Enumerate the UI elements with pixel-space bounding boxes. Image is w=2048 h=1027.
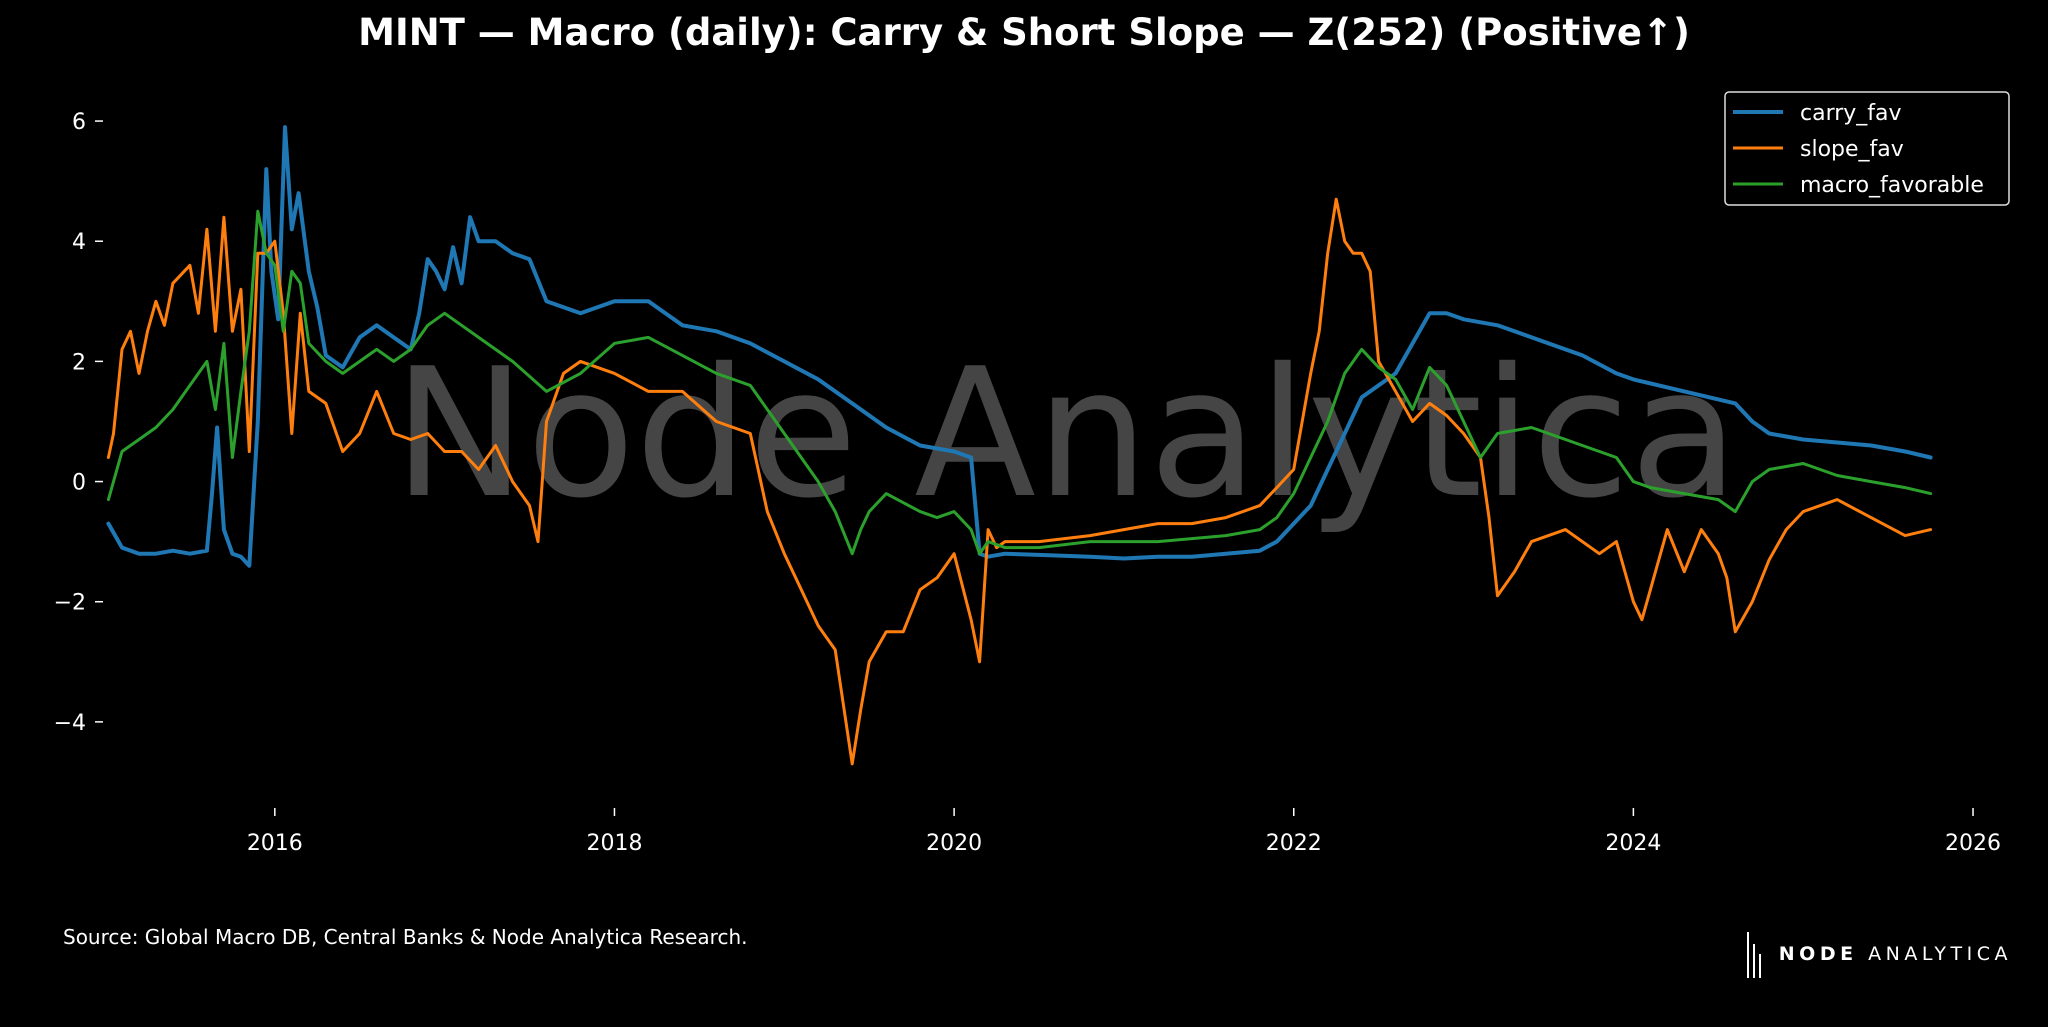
logo-bars-icon	[1746, 930, 1769, 978]
brand-name-light: ANALYTICA	[1868, 943, 2012, 965]
series-line-macro-favorable	[106, 209, 1933, 556]
x-tick-label: 2020	[926, 831, 982, 856]
y-tick-label: 0	[72, 471, 86, 496]
x-tick-label: 2018	[586, 831, 642, 856]
x-tick-label: 2016	[247, 831, 303, 856]
brand-name: NODE ANALYTICA	[1779, 943, 2012, 965]
x-axis: 2016 2018 2020 2022 2024 2026	[247, 808, 2001, 856]
x-tick-label: 2022	[1266, 831, 1322, 856]
y-tick-label: 6	[72, 110, 86, 135]
watermark: Node Analytica	[393, 330, 1739, 537]
legend-label: carry_fav	[1800, 101, 1902, 126]
chart-title: MINT — Macro (daily): Carry & Short Slop…	[358, 11, 1690, 54]
legend-box	[1724, 91, 2010, 206]
x-tick-label: 2026	[1945, 831, 2001, 856]
y-axis: 6 4 2 0 −2 −4	[54, 110, 103, 736]
series-line-slope-fav	[106, 197, 1933, 766]
legend-label: slope_fav	[1800, 137, 1904, 162]
y-tick-label: −2	[54, 591, 86, 616]
x-tick-label: 2024	[1605, 831, 1661, 856]
y-tick-label: 2	[72, 350, 86, 375]
series-line-carry-fav	[106, 125, 1933, 568]
plot-area	[106, 125, 1933, 766]
y-tick-label: −4	[54, 711, 86, 736]
legend: carry_fav slope_fav macro_favorable	[1724, 91, 2010, 206]
source-note: Source: Global Macro DB, Central Banks &…	[63, 925, 748, 949]
brand-name-bold: NODE	[1778, 943, 1858, 965]
legend-label: macro_favorable	[1800, 173, 1984, 198]
brand-logo: NODE ANALYTICA	[1746, 930, 2012, 978]
y-tick-label: 4	[72, 230, 86, 255]
